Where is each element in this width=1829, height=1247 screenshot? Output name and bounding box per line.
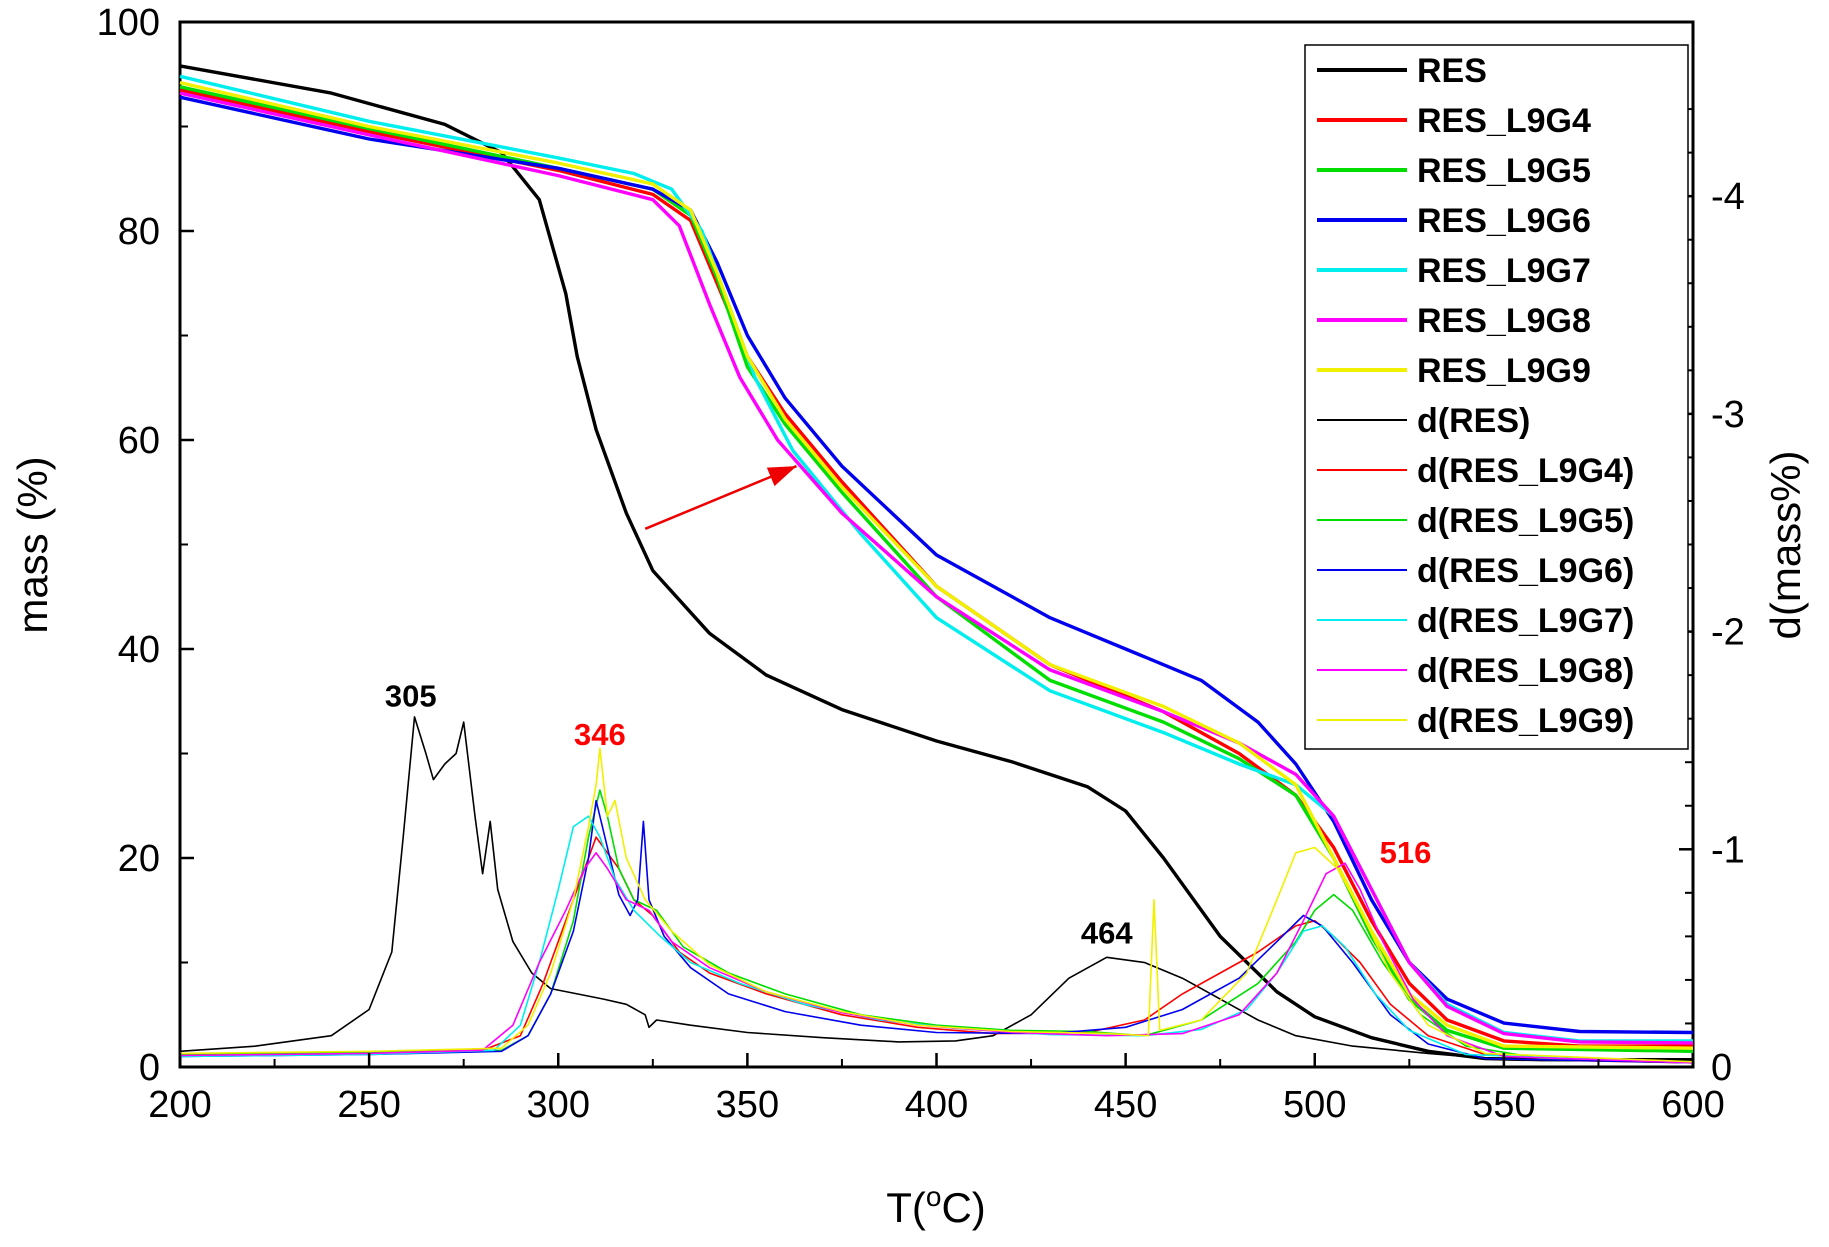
series-line-6 — [179, 80, 1694, 1050]
x-axis: 200 250 300 350 400 450 500 550 600 — [148, 1053, 1725, 1126]
peak-label-1: 346 — [574, 717, 626, 752]
x-tick-label-4: 400 — [905, 1084, 968, 1126]
legend-label-13: d(RES_L9G9) — [1417, 702, 1634, 740]
legend-label-1: RES_L9G4 — [1417, 102, 1591, 140]
y-right-tick-label-4: -4 — [1711, 176, 1745, 218]
series-line-10 — [179, 799, 1694, 1064]
y-right-tick-label-3: -3 — [1711, 394, 1745, 436]
y-tick-label-1: 20 — [118, 838, 160, 880]
legend-label-9: d(RES_L9G5) — [1417, 502, 1634, 540]
series-line-0 — [179, 64, 1693, 1062]
legend-label-12: d(RES_L9G8) — [1417, 652, 1634, 690]
series-layer — [179, 64, 1694, 1064]
y-axis-left: 0 20 40 60 80 100 — [97, 2, 194, 1089]
y-tick-label-3: 60 — [118, 420, 160, 462]
legend-label-3: RES_L9G6 — [1417, 202, 1591, 240]
series-line-11 — [179, 815, 1694, 1064]
arrow-head — [766, 466, 797, 487]
y-axis-right-title: d(mass%) — [1762, 450, 1809, 639]
series-line-13 — [179, 747, 1694, 1063]
legend-label-8: d(RES_L9G4) — [1417, 452, 1634, 490]
arrow-layer — [644, 464, 798, 530]
x-tick-label-3: 350 — [716, 1084, 779, 1126]
x-tick-label-8: 600 — [1661, 1084, 1724, 1126]
y-tick-label-4: 80 — [118, 211, 160, 253]
series-line-3 — [179, 95, 1694, 1035]
x-tick-label-1: 250 — [337, 1084, 400, 1126]
x-tick-label-5: 450 — [1094, 1084, 1157, 1126]
legend-label-6: RES_L9G9 — [1417, 352, 1591, 390]
y-right-tick-label-0: 0 — [1711, 1047, 1732, 1089]
x-tick-label-7: 550 — [1472, 1084, 1535, 1126]
legend-label-10: d(RES_L9G6) — [1417, 552, 1634, 590]
x-tick-label-6: 500 — [1283, 1084, 1346, 1126]
legend-label-5: RES_L9G8 — [1417, 302, 1591, 340]
peak-label-2: 464 — [1081, 916, 1133, 951]
series-line-9 — [179, 789, 1694, 1063]
legend-label-4: RES_L9G7 — [1417, 252, 1591, 290]
legend-label-7: d(RES) — [1417, 402, 1530, 440]
series-line-8 — [179, 836, 1694, 1064]
legend-label-2: RES_L9G5 — [1417, 152, 1591, 190]
y-axis-right: 0 -1 -2 -3 -4 — [1679, 108, 1745, 1089]
series-line-7 — [179, 716, 1694, 1063]
y-axis-title: mass (%) — [9, 456, 56, 633]
legend-box — [1304, 44, 1689, 750]
legend: RES RES_L9G4 RES_L9G5 RES_L9G6 RES_L9G7 RES_L… — [1304, 44, 1689, 750]
legend-label-0: RES — [1417, 52, 1487, 90]
y-tick-label-5: 100 — [97, 2, 160, 44]
y-tick-label-2: 40 — [118, 629, 160, 671]
legend-label-11: d(RES_L9G7) — [1417, 602, 1634, 640]
x-axis-title: T(oC) — [886, 1181, 986, 1231]
annotation-layer: 305 346 464 516 — [385, 678, 1432, 950]
y-right-tick-label-1: -1 — [1711, 829, 1745, 871]
x-tick-label-2: 300 — [527, 1084, 590, 1126]
y-tick-label-0: 0 — [139, 1047, 160, 1089]
series-line-5 — [179, 91, 1694, 1045]
x-tick-label-0: 200 — [148, 1084, 211, 1126]
peak-label-0: 305 — [385, 678, 437, 713]
peak-label-3: 516 — [1380, 835, 1432, 870]
y-right-tick-label-2: -2 — [1711, 612, 1745, 654]
